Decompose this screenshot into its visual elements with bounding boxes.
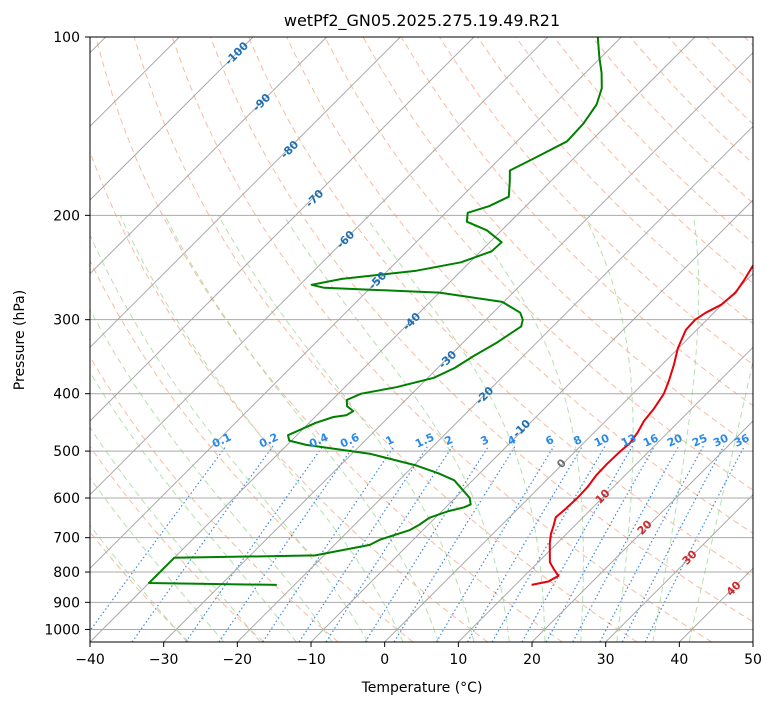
dry-adiabat [90,445,264,642]
dewpoint-profile [148,37,603,586]
isotherm [605,493,753,642]
dry-adiabat [171,37,712,642]
mixing-ratio-line [435,445,555,642]
x-tick-label: 40 [670,652,688,668]
moist-adiabat [90,371,297,642]
isotherm [310,199,753,642]
moist-adiabat [90,477,225,642]
y-tick-label: 600 [53,491,80,507]
moist-adiabat [583,215,634,642]
y-axis: 100 200 300 400 500 600 700 800 900 1000 [44,30,90,638]
moist-adiabat [90,233,369,642]
y-axis-label: Pressure (hPa) [12,290,28,390]
y-tick-label: 1000 [44,622,80,638]
chart-title: wetPf2_GN05.2025.275.19.49.R21 [284,11,560,31]
dry-adiabat [210,37,753,623]
moist-adiabat [283,215,510,642]
mixing-ratio-line [262,445,395,642]
mixing-ratio-line [218,445,355,642]
mixing-ratio-line [185,445,324,642]
x-tick-label: −20 [223,652,253,668]
moist-adiabat [164,215,439,642]
dry-adiabat [515,37,753,284]
y-tick-label: 400 [53,387,80,403]
isotherm [90,37,475,422]
x-tick-label: 20 [523,652,541,668]
mixing-ratio-label: 36 [732,431,752,449]
isotherm [384,272,753,642]
mixing-ratio-label: 13 [619,431,638,449]
x-axis: −40 −30 −20 −10 0 10 20 30 40 50 [75,642,762,668]
temperature-profile [531,263,753,586]
x-tick-label: 0 [380,652,389,668]
x-axis-label: Temperature (°C) [361,680,483,696]
background-lines [90,37,753,642]
y-tick-label: 300 [53,313,80,329]
isotherm [90,37,622,570]
y-tick-label: 200 [53,208,80,224]
moist-adiabat [466,215,584,642]
moist-adiabat [217,215,475,642]
isotherm [236,125,753,642]
mixing-ratio-line [521,445,634,642]
plot-frame [89,36,754,643]
isotherm [90,37,696,642]
dry-adiabat [95,37,563,642]
dry-adiabat [90,259,414,642]
isotherm [163,51,753,642]
y-tick-label: 500 [53,444,80,460]
moist-adiabat [119,215,404,642]
mixing-ratio-label: 25 [690,431,709,449]
dry-adiabat [477,37,753,325]
mixing-ratio-label: 10 [592,431,612,449]
x-tick-label: 10 [449,652,467,668]
isotherm [457,346,753,642]
x-tick-label: −10 [296,652,326,668]
mixing-ratio-line [466,445,584,642]
y-tick-label: 100 [53,30,80,46]
y-tick-label: 900 [53,595,80,611]
moist-adiabat [90,308,333,642]
mixing-ratio-line [364,445,490,642]
x-tick-label: 50 [744,652,762,668]
isotherm [531,420,753,642]
isotherm [90,37,549,496]
x-tick-label: −30 [149,652,179,668]
moist-adiabat [90,426,261,642]
y-tick-label: 800 [53,565,80,581]
mixing-ratio-line [621,445,725,642]
isotherm [90,37,254,201]
mixing-ratio-line [298,445,429,642]
x-tick-label: −40 [75,652,105,668]
mixing-ratio-label: 30 [711,431,731,449]
mixing-ratio-line [644,445,746,642]
dry-adiabat [90,150,488,642]
mixing-ratio-line [325,445,454,642]
mixing-ratio-line [545,445,656,642]
isotherm [90,37,401,349]
dry-adiabat [400,37,753,407]
mixing-ratio-label: 16 [641,431,661,449]
mixing-ratio-label: 20 [665,431,685,449]
x-tick-label: 30 [597,652,615,668]
mixing-ratio-line [131,445,274,642]
moist-adiabat [652,215,700,642]
plot-area [90,37,753,642]
y-tick-label: 700 [53,531,80,547]
series-layer [148,37,753,586]
moist-adiabat [364,215,546,642]
isotherm [90,37,328,275]
dry-adiabat [90,356,339,642]
dry-adiabat [438,37,753,366]
